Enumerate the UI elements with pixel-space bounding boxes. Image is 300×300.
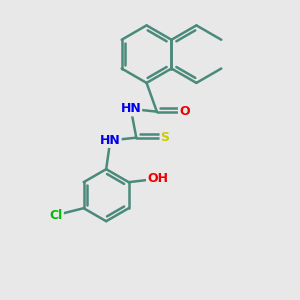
Text: S: S	[160, 131, 169, 144]
Text: OH: OH	[147, 172, 168, 185]
Text: HN: HN	[121, 102, 141, 116]
Text: O: O	[179, 105, 190, 118]
Text: HN: HN	[100, 134, 121, 147]
Text: Cl: Cl	[50, 208, 63, 222]
